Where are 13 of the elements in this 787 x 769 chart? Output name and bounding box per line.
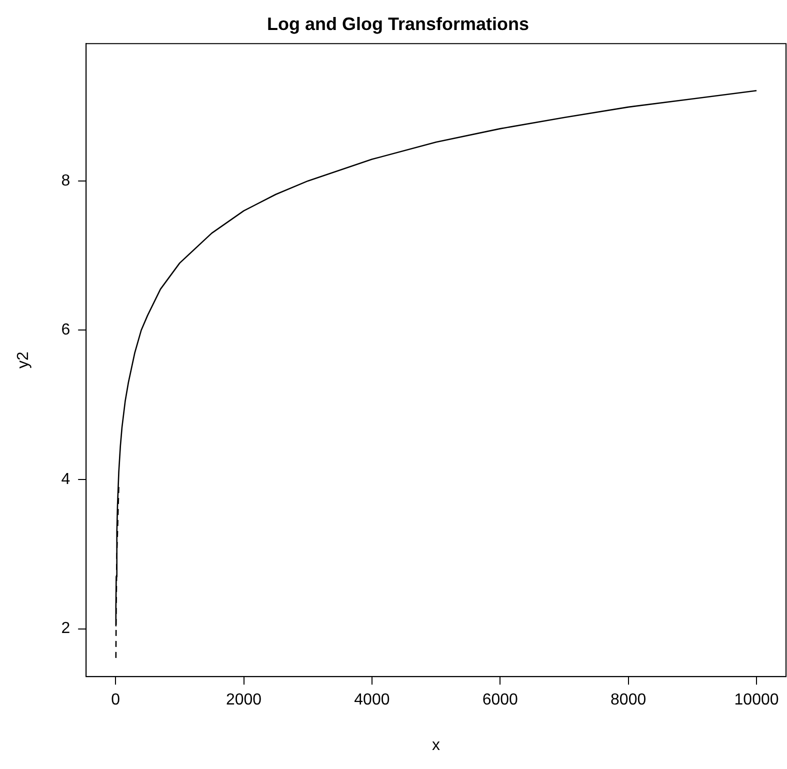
x-tick-label: 0 <box>111 692 120 709</box>
x-tick-label: 4000 <box>354 692 390 709</box>
y-tick-label: 2 <box>61 620 70 638</box>
y-tick-label: 6 <box>61 322 70 339</box>
x-tick-label: 8000 <box>610 692 646 709</box>
chart-title: Log and Glog Transformations <box>266 14 530 34</box>
x-tick-label: 6000 <box>482 692 518 709</box>
x-axis-title: x <box>432 736 440 754</box>
y-axis-title: y2 <box>15 352 32 369</box>
x-tick-label: 10000 <box>734 692 779 709</box>
y-tick-label: 8 <box>61 172 70 190</box>
x-tick-label: 2000 <box>226 692 262 709</box>
y-tick-label: 4 <box>61 470 70 488</box>
